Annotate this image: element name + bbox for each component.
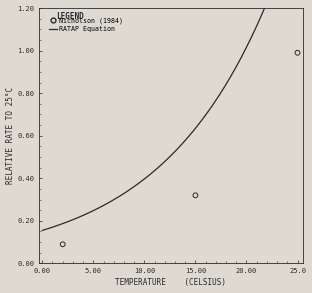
Point <box>60 242 65 247</box>
Point <box>193 193 198 198</box>
Legend: Nicholson (1984), RATAP Equation: Nicholson (1984), RATAP Equation <box>48 16 124 33</box>
Y-axis label: RELATIVE RATE TO 25°C: RELATIVE RATE TO 25°C <box>6 87 15 184</box>
Text: LEGEND: LEGEND <box>56 12 84 21</box>
X-axis label: TEMPERATURE    (CELSIUS): TEMPERATURE (CELSIUS) <box>115 278 227 287</box>
Point <box>295 50 300 55</box>
